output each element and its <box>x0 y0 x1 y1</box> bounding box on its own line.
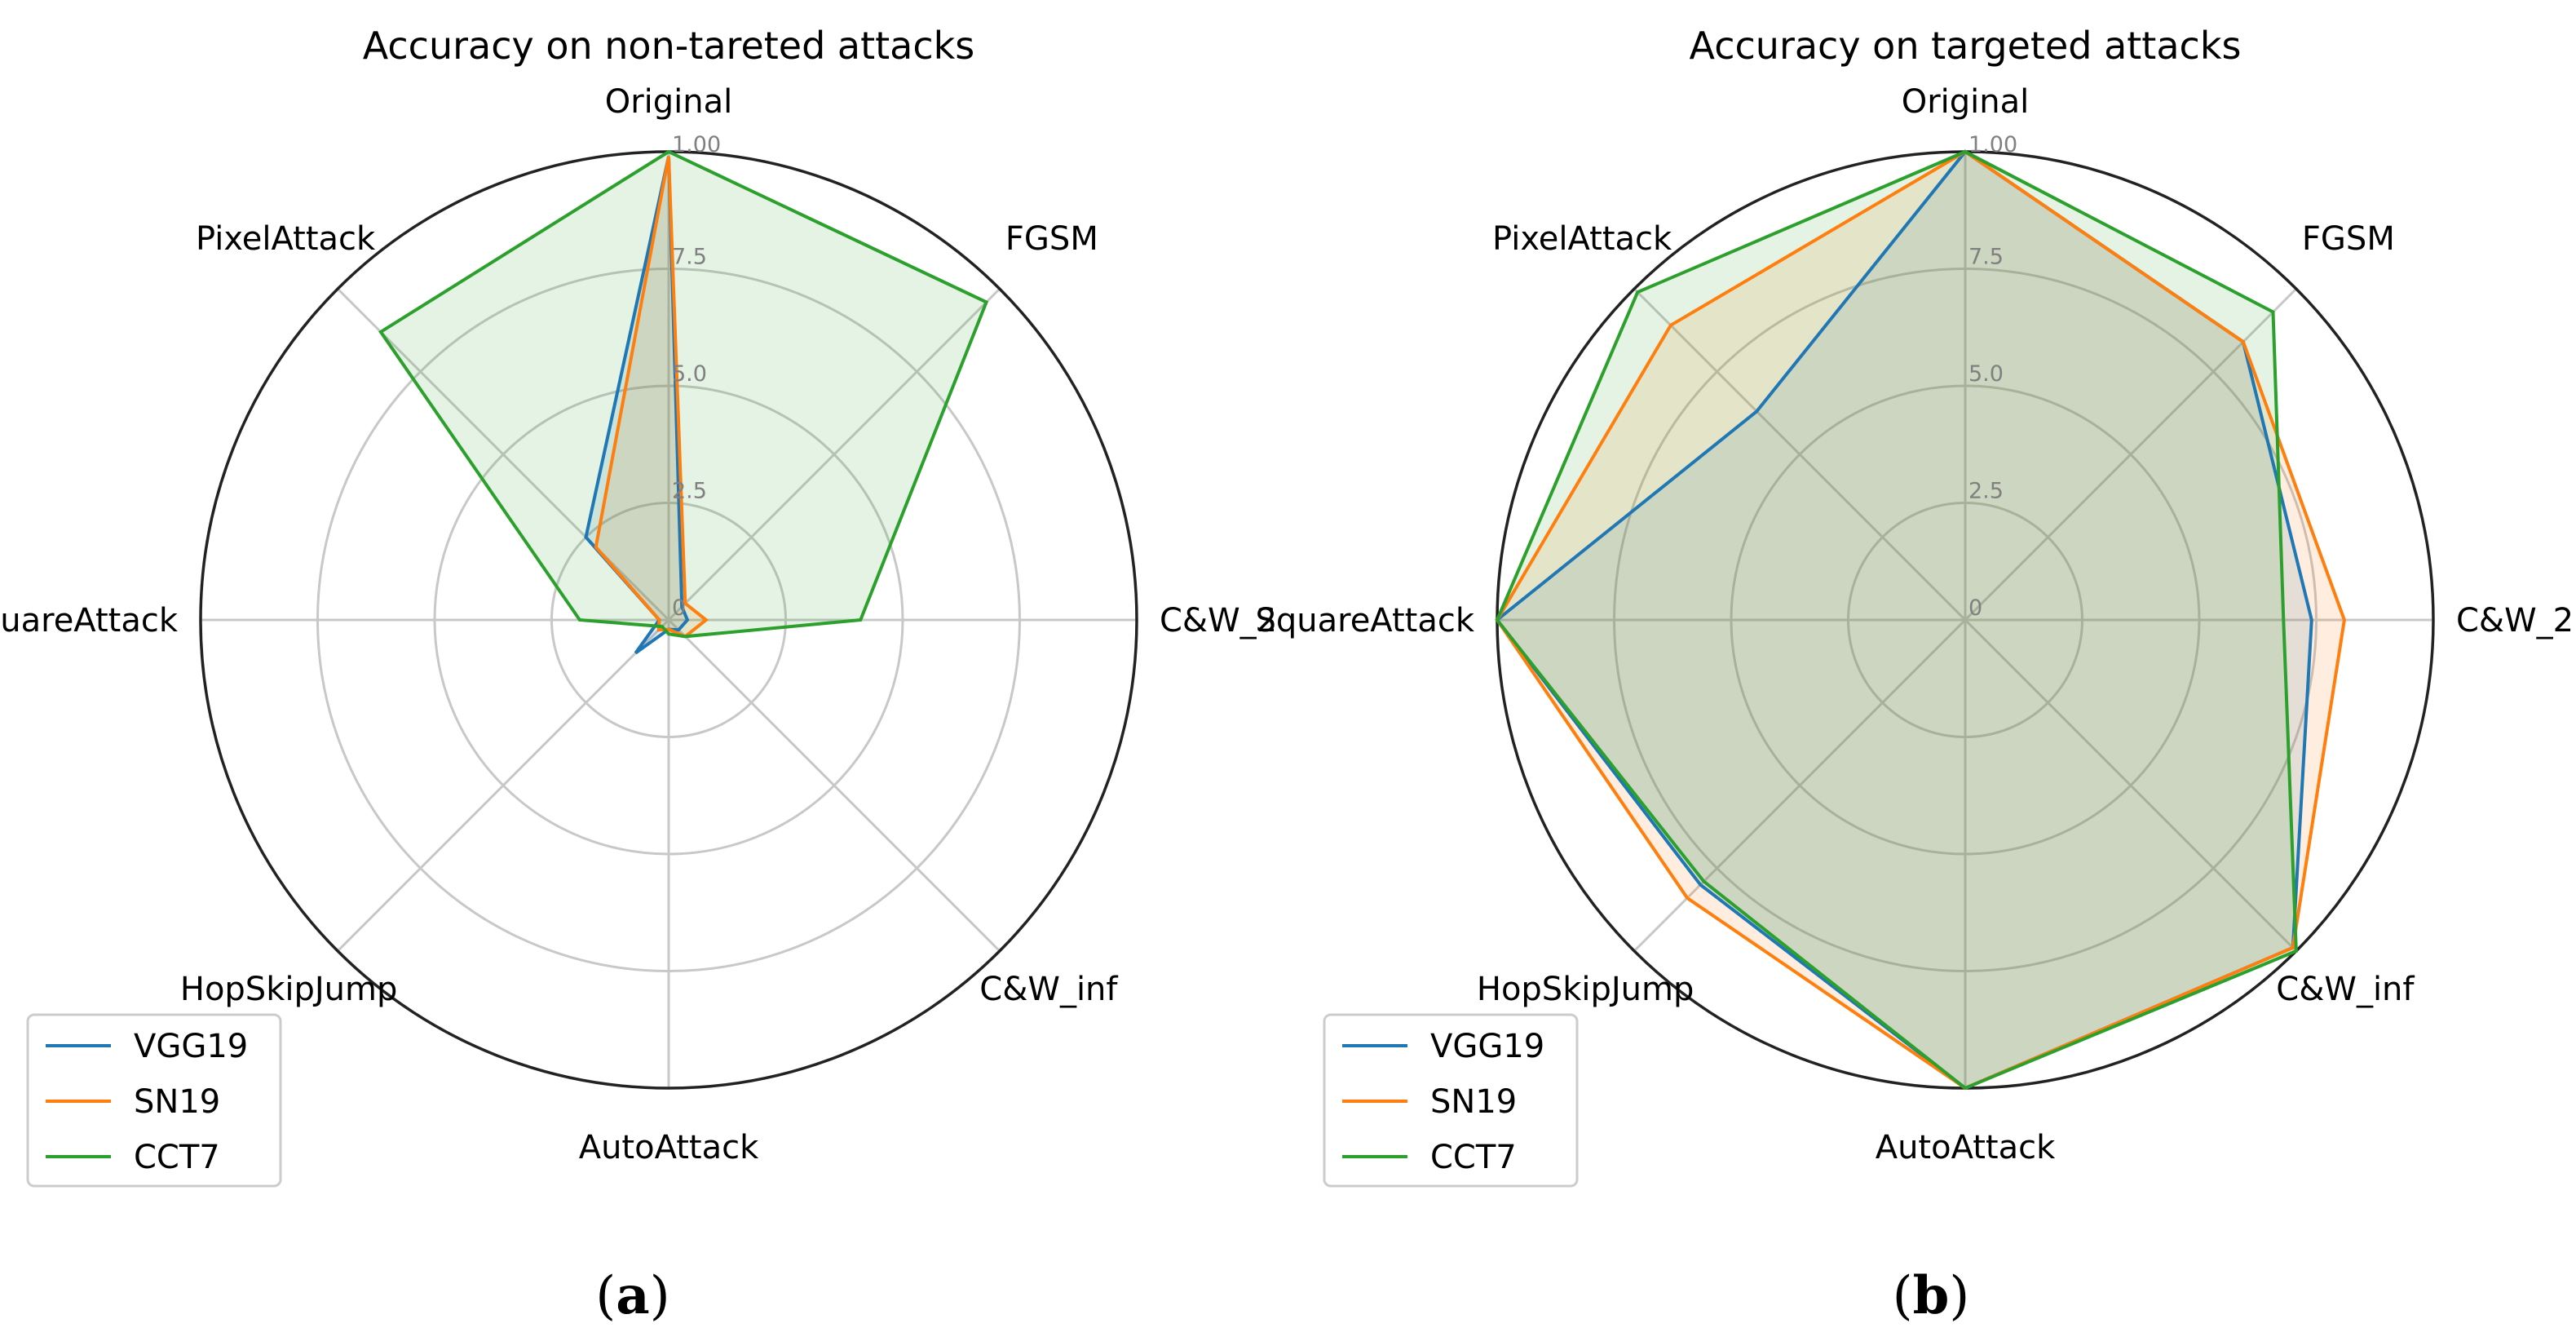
radial-tick-label: 2.5 <box>672 479 707 504</box>
radial-tick-label: 5.0 <box>672 361 707 387</box>
axis-label: PixelAttack <box>1492 220 1672 258</box>
legend-box <box>26 1013 282 1188</box>
grid-spoke <box>337 618 670 952</box>
legend-label: VGG19 <box>134 1028 248 1065</box>
panel-label: (b) <box>1893 1265 1970 1326</box>
axis-label: AutoAttack <box>1876 1129 2056 1166</box>
legend-label: CCT7 <box>134 1139 220 1176</box>
radial-tick-label: 1.00 <box>1968 132 2017 157</box>
chart-title: Accuracy on targeted attacks <box>1690 24 2242 68</box>
series-line-cct7 <box>378 149 989 639</box>
grid-spoke <box>1633 288 1967 622</box>
axis-label: SquareAttack <box>1255 602 1474 640</box>
radar-chart-targeted: Accuracy on targeted attacks 0 2.5 5.0 7.5 1… <box>1255 24 2574 1326</box>
radial-tick-label: 5.0 <box>1968 361 2004 387</box>
chart-title: Accuracy on non-tareted attacks <box>363 24 975 68</box>
radar-chart-non-targeted: Accuracy on non-tareted attacks 0 2.5 5.0 7… <box>0 24 1277 1326</box>
legend: VGG19 SN19 CCT7 <box>26 1013 282 1188</box>
axis-label: FGSM <box>1005 220 1098 258</box>
radial-tick-label: 0 <box>672 595 686 621</box>
axis-label: HopSkipJump <box>180 971 398 1008</box>
legend-label: SN19 <box>134 1083 220 1121</box>
legend-label: VGG19 <box>1430 1028 1544 1065</box>
series-fill-vgg19 <box>585 156 687 653</box>
axis-label: AutoAttack <box>579 1129 759 1166</box>
series-line-sn19 <box>594 156 709 639</box>
grid-spoke <box>1964 618 2297 952</box>
radial-tick-label: 1.00 <box>672 132 721 157</box>
axis-label: PixelAttack <box>196 220 376 258</box>
axis-label: Original <box>605 83 733 121</box>
legend-label: CCT7 <box>1430 1139 1517 1176</box>
series-fill-cct7 <box>1497 152 2296 1088</box>
series-fill-cct7 <box>380 152 987 637</box>
grid-spoke <box>1633 618 1967 952</box>
axis-label: Original <box>1902 83 2030 121</box>
axis-label: C&W_2 <box>1160 602 1277 640</box>
legend: VGG19 SN19 CCT7 <box>1323 1013 1579 1188</box>
grid-spoke <box>667 288 1001 622</box>
series-line-cct7 <box>1495 149 2298 1091</box>
axis-label: HopSkipJump <box>1477 971 1695 1008</box>
legend-box <box>1323 1013 1579 1188</box>
axis-label: C&W_inf <box>979 971 1118 1008</box>
axis-label: SquareAttack <box>0 602 179 640</box>
radial-tick-label: 2.5 <box>1968 479 2004 504</box>
panel-label: (a) <box>595 1265 669 1326</box>
legend-label: SN19 <box>1430 1083 1517 1121</box>
grid-spoke <box>1964 288 2297 622</box>
grid-spoke <box>667 618 1001 952</box>
grid-spoke <box>337 288 670 622</box>
series-fill-vgg19 <box>1497 152 2312 1088</box>
radial-tick-label: 7.5 <box>1968 245 2004 270</box>
axis-label: C&W_inf <box>2276 971 2415 1008</box>
series-fill-sn19 <box>1497 152 2344 1088</box>
radial-tick-label: 7.5 <box>672 245 707 270</box>
radial-tick-label: 0 <box>1968 595 1982 621</box>
axis-label: C&W_2 <box>2456 602 2574 640</box>
axis-label: FGSM <box>2302 220 2395 258</box>
